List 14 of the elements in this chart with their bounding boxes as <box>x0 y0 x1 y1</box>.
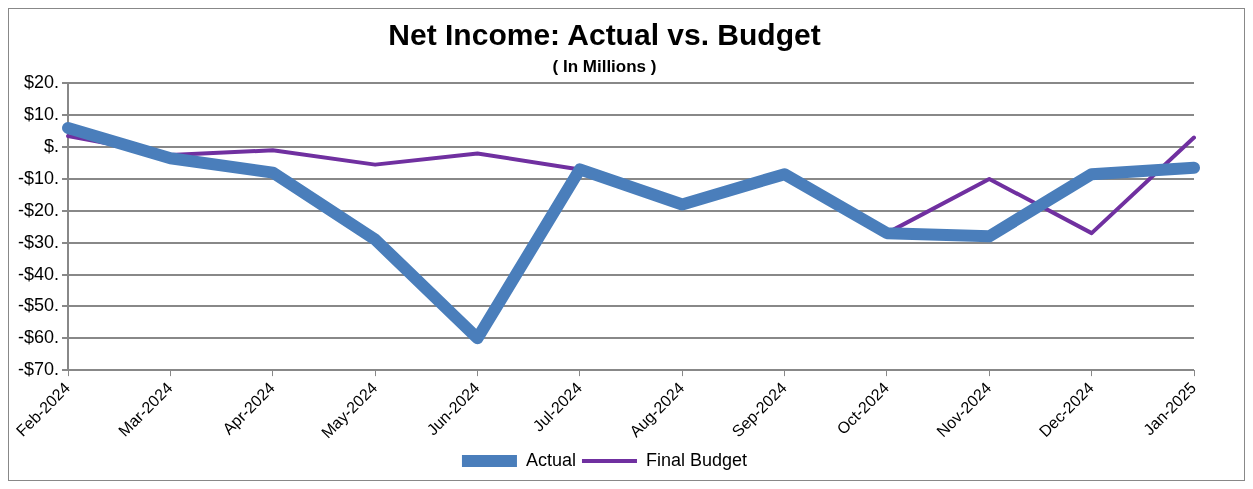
y-tick-label: -$40. <box>18 263 60 284</box>
legend-label: Final Budget <box>645 449 748 470</box>
y-tick-label: -$50. <box>18 295 60 316</box>
y-tick-label: $10. <box>23 104 60 125</box>
y-tick-label: -$70. <box>18 359 60 380</box>
y-tick-label: $20. <box>23 72 60 93</box>
legend-label: Actual <box>525 449 576 470</box>
chart-subtitle: ( In Millions ) <box>552 56 657 76</box>
y-tick-label: -$20. <box>18 199 60 220</box>
y-tick-label: -$10. <box>18 167 60 188</box>
y-tick-label: $. <box>44 136 60 157</box>
y-tick-label: -$30. <box>18 231 60 252</box>
chart-title: Net Income: Actual vs. Budget <box>388 18 821 52</box>
y-tick-label: -$60. <box>18 327 60 348</box>
